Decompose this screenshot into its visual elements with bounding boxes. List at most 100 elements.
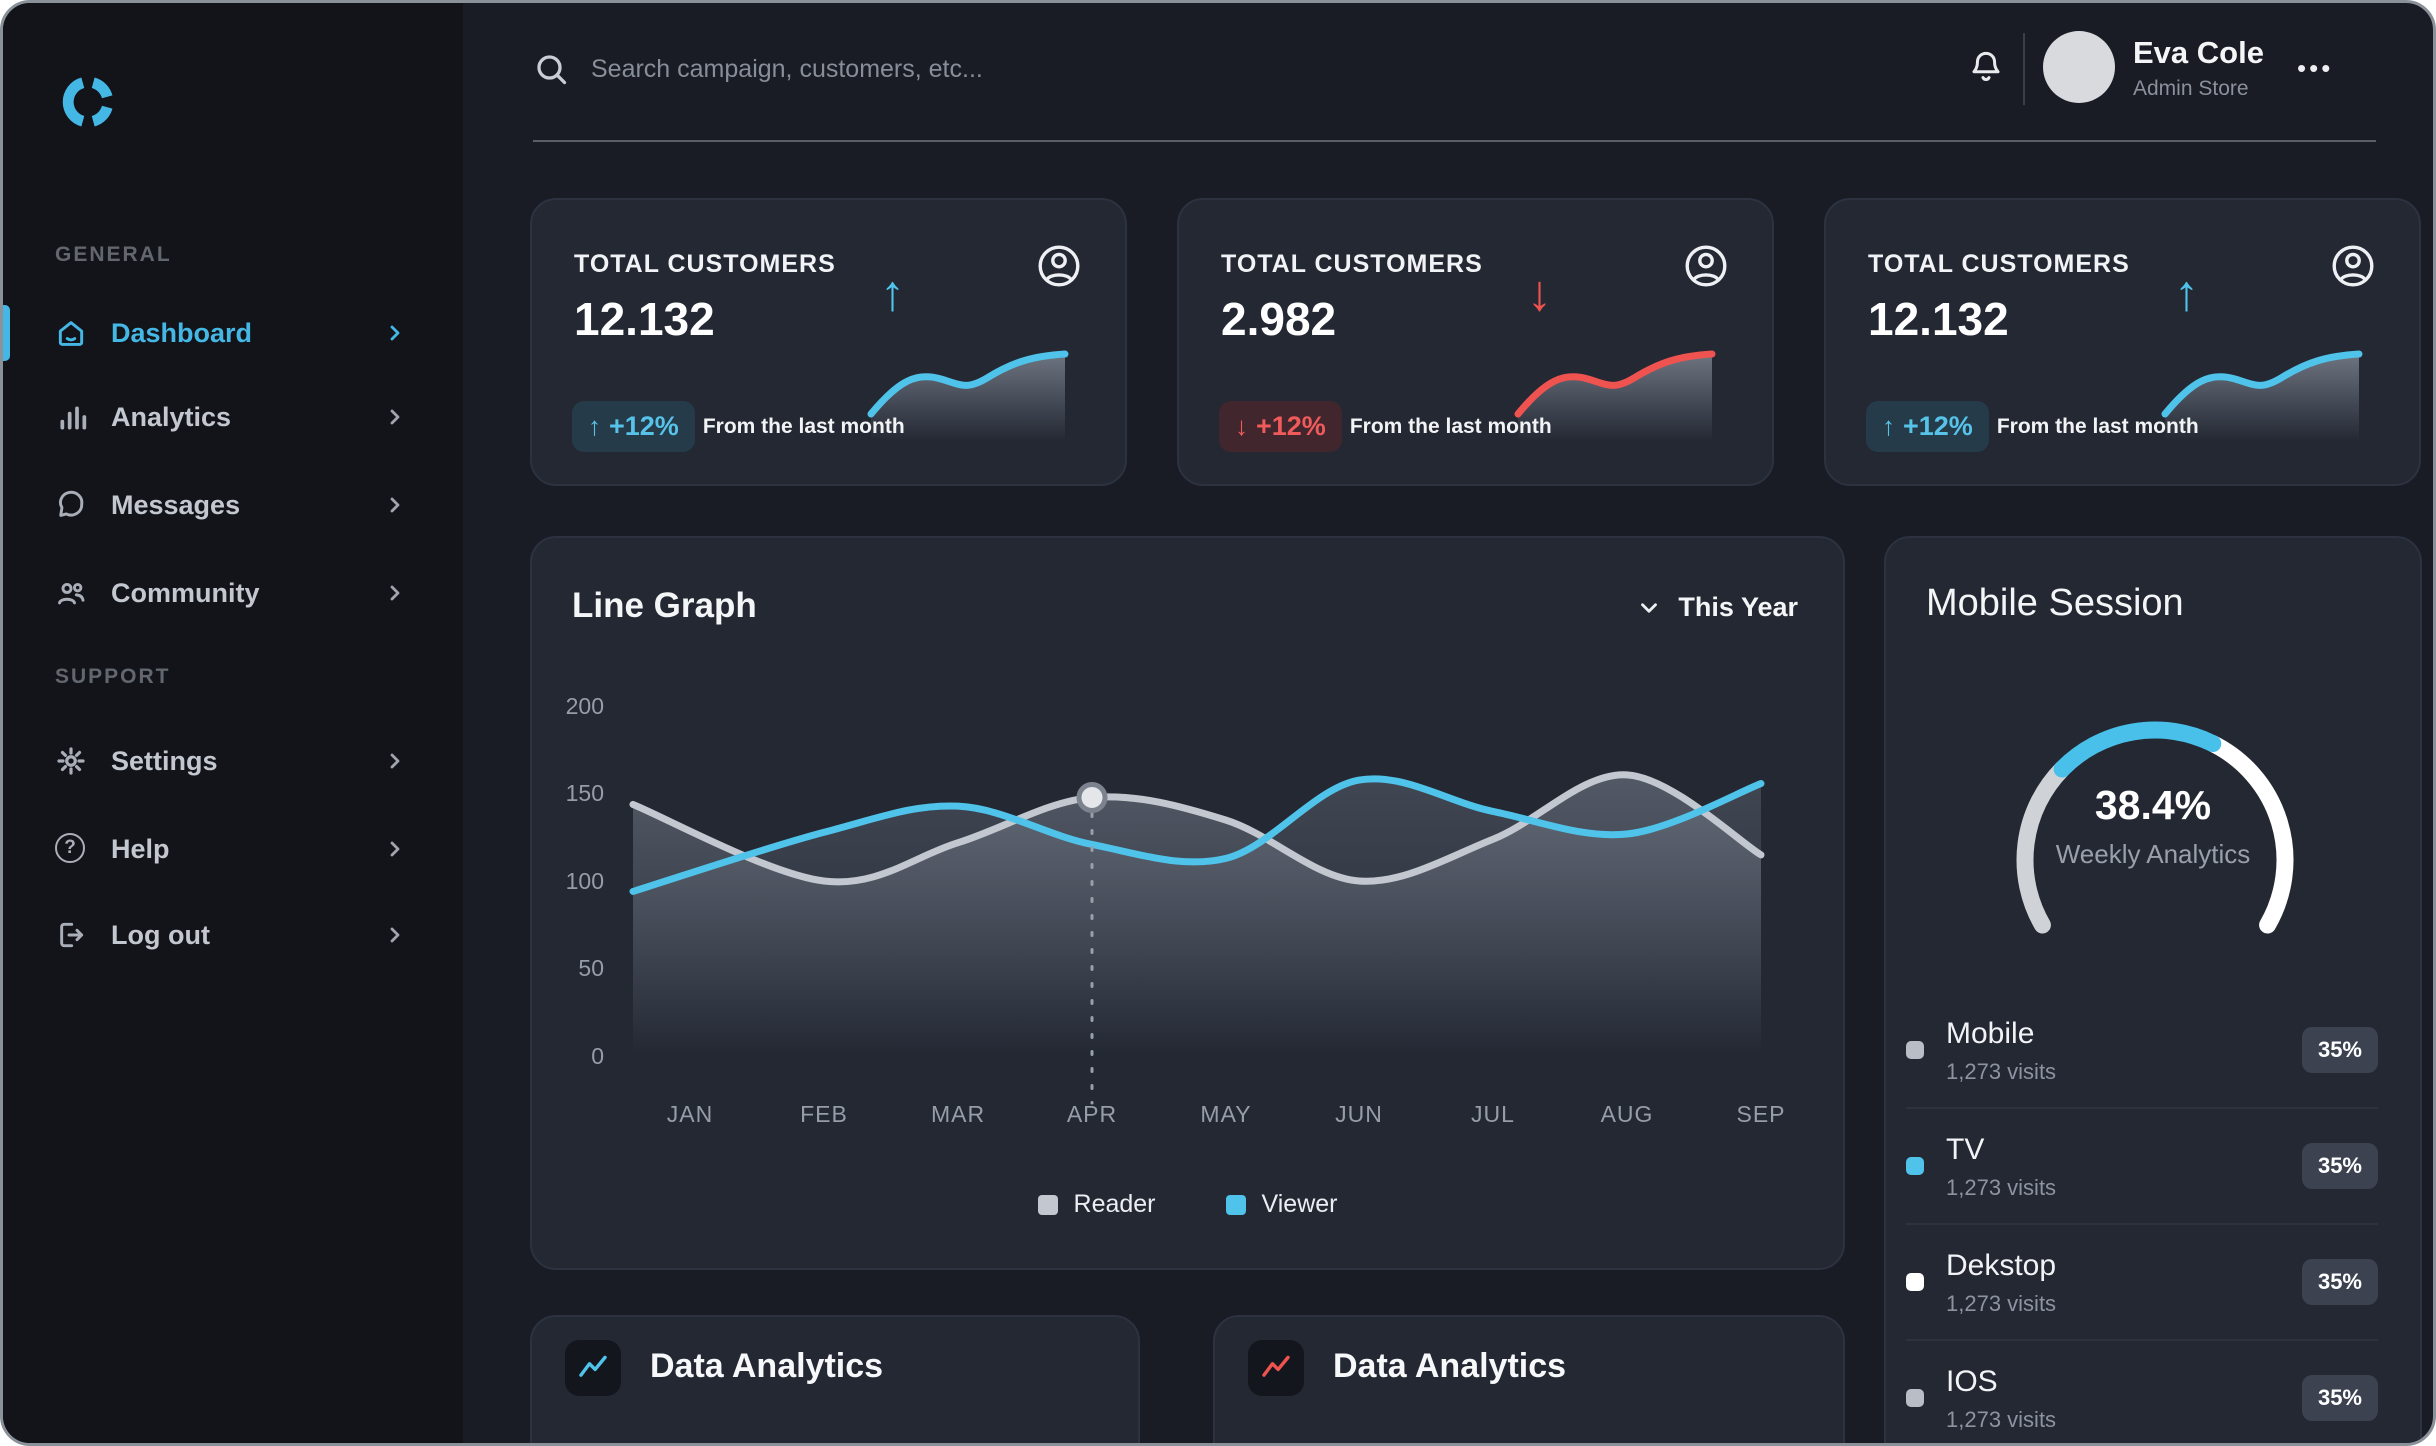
stat-caption: From the last month: [702, 414, 905, 438]
user-avatar[interactable]: [2043, 31, 2115, 103]
share-badge: 35%: [2301, 1143, 2378, 1189]
legend-item-reader: Reader: [1037, 1190, 1156, 1219]
list-item-tv: TV 1,273 visits 35%: [1906, 1109, 2378, 1225]
stat-card-total-customers-3: TOTAL CUSTOMERS 12.132 ↑ ↑ +12% From the…: [1824, 198, 2421, 486]
data-analytics-card-2[interactable]: Data Analytics: [1213, 1315, 1845, 1443]
badge-percent: +12%: [1256, 411, 1326, 441]
line-chart: JAN FEB MAR APR MAY JUN JUL AUG SEP: [629, 771, 1785, 1127]
gauge-percent: 38.4%: [2094, 782, 2212, 828]
year-range-select[interactable]: This Year: [1636, 592, 1798, 623]
sparkline-chart: [1514, 350, 1716, 441]
chart-legend: Reader Viewer: [532, 1190, 1843, 1219]
stat-value: 2.982: [1221, 293, 1337, 345]
question-circle-icon: ?: [55, 833, 87, 865]
sidebar-item-analytics[interactable]: Analytics: [3, 381, 463, 453]
gauge-center-text: 38.4% Weekly Analytics: [1886, 782, 2420, 870]
user-role: Admin Store: [2133, 77, 2249, 100]
svg-text:APR: APR: [1067, 1101, 1117, 1127]
svg-text:MAR: MAR: [931, 1101, 985, 1127]
chevron-right-icon: [383, 923, 407, 947]
mobile-session-card: Mobile Session 38.4% Weekly Analytics Mo…: [1884, 536, 2422, 1443]
stat-caption: From the last month: [1349, 414, 1552, 438]
sidebar-item-dashboard[interactable]: Dashboard: [3, 297, 463, 369]
search-input[interactable]: [591, 43, 1351, 95]
ellipsis-menu-icon[interactable]: •••: [2297, 53, 2334, 83]
legend-item-viewer: Viewer: [1225, 1190, 1337, 1219]
sidebar-section-support: SUPPORT: [55, 665, 171, 688]
data-analytics-title: Data Analytics: [1333, 1347, 1567, 1385]
badge-arrow-icon: ↓: [1235, 411, 1248, 441]
year-range-label: This Year: [1678, 592, 1798, 622]
svg-text:FEB: FEB: [800, 1101, 848, 1127]
sidebar-item-label: Messages: [111, 489, 241, 520]
svg-text:AUG: AUG: [1601, 1101, 1654, 1127]
session-list: Mobile 1,273 visits 35% TV 1,273 visits …: [1906, 993, 2378, 1443]
gauge-chart: [2016, 721, 2294, 934]
header-divider: [2023, 33, 2025, 105]
sparkline-chart: [2161, 350, 2363, 441]
trend-up-arrow-icon: ↑: [880, 265, 905, 321]
people-icon: [55, 577, 87, 609]
desktop-bullet-icon: [1906, 1273, 1924, 1291]
badge-arrow-icon: ↑: [588, 411, 601, 441]
chevron-down-icon: [1636, 595, 1662, 621]
tv-bullet-icon: [1906, 1157, 1924, 1175]
trend-up-arrow-icon: ↑: [2174, 265, 2199, 321]
chevron-right-icon: [383, 405, 407, 429]
stat-label: TOTAL CUSTOMERS: [1868, 250, 2130, 278]
logout-icon: [55, 919, 87, 951]
user-circle-icon: [2329, 242, 2377, 290]
svg-text:JAN: JAN: [667, 1101, 713, 1127]
chevron-right-icon: [383, 837, 407, 861]
badge-arrow-icon: ↑: [1882, 411, 1895, 441]
sidebar-item-label: Analytics: [111, 401, 232, 432]
home-icon: [55, 317, 87, 349]
stat-card-total-customers-1: TOTAL CUSTOMERS 12.132 ↑ ↑ +12% From the…: [530, 198, 1127, 486]
svg-text:SEP: SEP: [1736, 1101, 1785, 1127]
user-circle-icon: [1035, 242, 1083, 290]
brand-logo-icon[interactable]: [59, 73, 117, 131]
gear-icon: [55, 745, 87, 777]
sidebar-item-community[interactable]: Community: [3, 557, 463, 629]
sidebar-item-settings[interactable]: Settings: [3, 725, 463, 797]
list-item-desktop: Dekstop 1,273 visits 35%: [1906, 1225, 2378, 1341]
sidebar: GENERAL Dashboard Analytics: [3, 3, 463, 1443]
badge-percent: +12%: [1903, 411, 1973, 441]
stat-value: 12.132: [574, 293, 715, 345]
sparkline-chart: [867, 350, 1069, 441]
sidebar-item-help[interactable]: ? Help: [3, 813, 463, 885]
ios-bullet-icon: [1906, 1389, 1924, 1407]
mobile-bullet-icon: [1906, 1041, 1924, 1059]
mobile-session-title: Mobile Session: [1926, 582, 2184, 624]
sidebar-item-label: Help: [111, 833, 170, 864]
bar-chart-icon: [55, 401, 87, 433]
user-circle-icon: [1682, 242, 1730, 290]
viewer-swatch-icon: [1225, 1194, 1246, 1215]
trend-badge: ↓ +12%: [1219, 401, 1342, 452]
stat-card-total-customers-2: TOTAL CUSTOMERS 2.982 ↓ ↓ +12% From the …: [1177, 198, 1774, 486]
stat-caption: From the last month: [1996, 414, 2199, 438]
chat-bubble-icon: [55, 489, 87, 521]
badge-percent: +12%: [609, 411, 679, 441]
share-badge: 35%: [2301, 1375, 2378, 1421]
topbar-divider: [533, 140, 2376, 142]
sidebar-item-label: Community: [111, 577, 260, 608]
chevron-right-icon: [383, 493, 407, 517]
trend-line-red-icon: [1248, 1340, 1304, 1396]
notification-bell-icon[interactable]: [1967, 47, 2005, 85]
sidebar-item-messages[interactable]: Messages: [3, 469, 463, 541]
data-analytics-card-1[interactable]: Data Analytics: [530, 1315, 1140, 1443]
sidebar-section-general: GENERAL: [55, 243, 172, 266]
stat-label: TOTAL CUSTOMERS: [574, 250, 836, 278]
line-graph-title: Line Graph: [572, 586, 757, 625]
sidebar-item-logout[interactable]: Log out: [3, 899, 463, 971]
user-name: Eva Cole: [2133, 35, 2264, 70]
svg-text:JUL: JUL: [1471, 1101, 1515, 1127]
sidebar-item-label: Log out: [111, 919, 210, 950]
gauge-caption: Weekly Analytics: [2055, 839, 2251, 869]
svg-text:JUN: JUN: [1335, 1101, 1383, 1127]
stat-label: TOTAL CUSTOMERS: [1221, 250, 1483, 278]
trend-badge: ↑ +12%: [572, 401, 695, 452]
trend-badge: ↑ +12%: [1866, 401, 1989, 452]
